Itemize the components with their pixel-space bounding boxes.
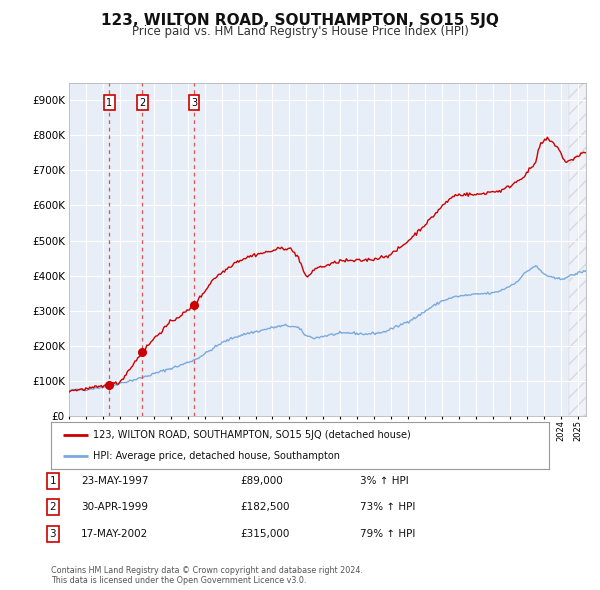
Text: £89,000: £89,000 <box>240 476 283 486</box>
Text: 123, WILTON ROAD, SOUTHAMPTON, SO15 5JQ: 123, WILTON ROAD, SOUTHAMPTON, SO15 5JQ <box>101 13 499 28</box>
Text: 73% ↑ HPI: 73% ↑ HPI <box>360 503 415 512</box>
Text: 2: 2 <box>49 503 56 512</box>
Text: 3% ↑ HPI: 3% ↑ HPI <box>360 476 409 486</box>
Text: 79% ↑ HPI: 79% ↑ HPI <box>360 529 415 539</box>
Text: 123, WILTON ROAD, SOUTHAMPTON, SO15 5JQ (detached house): 123, WILTON ROAD, SOUTHAMPTON, SO15 5JQ … <box>94 430 411 440</box>
Text: 17-MAY-2002: 17-MAY-2002 <box>81 529 148 539</box>
Text: 1: 1 <box>49 476 56 486</box>
Text: Price paid vs. HM Land Registry's House Price Index (HPI): Price paid vs. HM Land Registry's House … <box>131 25 469 38</box>
Text: 2: 2 <box>139 97 146 107</box>
Text: HPI: Average price, detached house, Southampton: HPI: Average price, detached house, Sout… <box>94 451 340 461</box>
Bar <box>569 83 586 416</box>
Text: 3: 3 <box>191 97 197 107</box>
Bar <box>569 83 586 416</box>
Text: Contains HM Land Registry data © Crown copyright and database right 2024.
This d: Contains HM Land Registry data © Crown c… <box>51 566 363 585</box>
Text: £182,500: £182,500 <box>240 503 290 512</box>
Text: £315,000: £315,000 <box>240 529 289 539</box>
Text: 23-MAY-1997: 23-MAY-1997 <box>81 476 149 486</box>
Text: 30-APR-1999: 30-APR-1999 <box>81 503 148 512</box>
Text: 1: 1 <box>106 97 113 107</box>
Text: 3: 3 <box>49 529 56 539</box>
